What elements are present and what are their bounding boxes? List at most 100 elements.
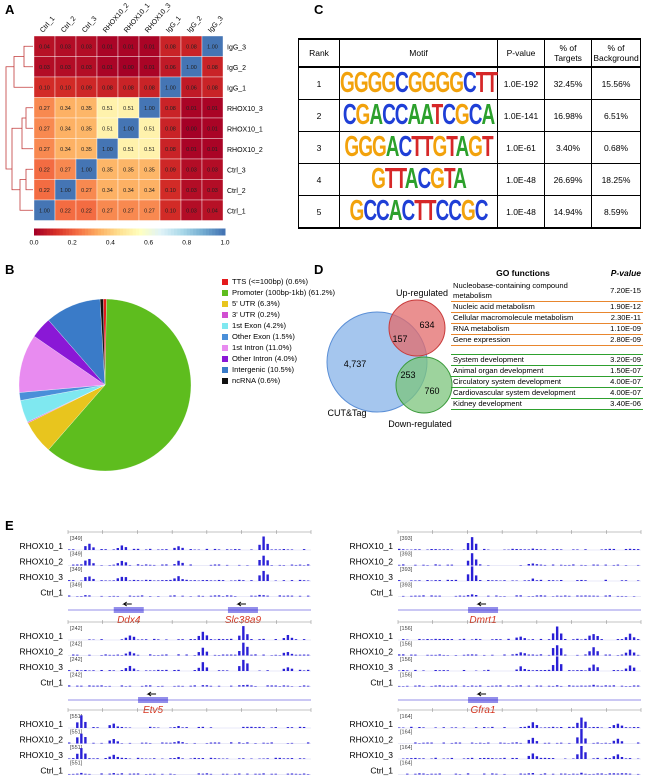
track-signal-bar (197, 758, 200, 759)
track-signal-bar (636, 742, 640, 744)
track-signal-bar (628, 758, 632, 759)
track-signal-bar (92, 547, 95, 550)
track-signal-bar (201, 758, 205, 759)
heatmap-row-label: Ctrl_1 (227, 208, 246, 215)
track-signal-bar (588, 727, 591, 728)
track-signal-bar (608, 773, 611, 775)
track-scale: [164] (400, 761, 413, 767)
motif-table: Rank Motif P-value % of Targets % of Bac… (298, 38, 641, 229)
track-signal-bar (515, 742, 518, 744)
track-signal-bar (132, 579, 136, 581)
track-signal-bar (495, 580, 498, 581)
track-signal-bar (438, 773, 441, 775)
track-signal-bar (434, 654, 437, 656)
heatmap-cell-value: 0.00 (186, 126, 197, 132)
heatmap-col-label: Ctrl_1 (39, 15, 56, 34)
track-signal-bar (270, 549, 273, 550)
heatmap-row-label: Ctrl_3 (227, 167, 246, 174)
track-signal-bar (584, 738, 587, 744)
track-signal-bar (132, 668, 136, 671)
track-signal-bar (221, 773, 225, 775)
track-signal-bar (100, 595, 103, 597)
track-signal-bar (422, 758, 425, 759)
pie-legend-swatch (222, 356, 228, 362)
track-signal-bar (458, 639, 462, 640)
motif-targets: 14.94% (544, 195, 592, 229)
track-signal-bar (112, 670, 115, 671)
go-pvalue: 7.20E-15 (595, 281, 643, 302)
go-pvalue: 4.00E-07 (595, 387, 643, 399)
motif-base: G (371, 131, 387, 164)
pie-legend-swatch (222, 312, 228, 318)
track-signal-bar (84, 595, 87, 597)
track-signal-bar (225, 758, 229, 759)
track-signal-bar (592, 647, 595, 656)
track-signal-bar (539, 654, 543, 656)
track-signal-bar (539, 549, 543, 550)
track-signal-bar (221, 639, 225, 640)
track-signal-bar (100, 580, 103, 581)
track-signal-bar (242, 758, 245, 759)
track-signal-bar (76, 669, 79, 671)
motif-base: C (417, 163, 431, 196)
track-signal-bar (112, 754, 115, 759)
track-signal-bar (628, 548, 632, 550)
track-signal-bar (531, 722, 535, 728)
heatmap-colorbar-segment (167, 228, 172, 236)
track-signal-bar (604, 654, 607, 656)
motif-sequence-logo: GGGGCGGGGCTT (340, 67, 498, 100)
pie-legend-item: 1st Exon (4.2%) (222, 320, 335, 331)
motif-base: C (401, 195, 416, 228)
track-signal-bar (523, 653, 526, 656)
track-signal-bar (434, 670, 437, 671)
track-signal-bar (414, 580, 417, 581)
track-signal-bar (221, 654, 225, 656)
track-signal-bar (72, 580, 75, 581)
track-signal-bar (596, 651, 599, 656)
gene-name: Gfra1 (471, 705, 496, 716)
go-term: Nucleobase-containing compound metabolis… (451, 281, 595, 302)
track-signal-bar (209, 727, 213, 728)
track-signal-bar (576, 773, 579, 775)
track-signal-bar (290, 637, 294, 640)
track-signal-bar (608, 758, 611, 759)
track-signal-bar (474, 727, 478, 728)
pie-legend-label: 3' UTR (0.2%) (232, 310, 280, 319)
track-signal-bar (270, 727, 273, 728)
heatmap-cell-value: 0.51 (144, 126, 155, 132)
heatmap-row-label: IgG_2 (227, 65, 246, 72)
heatmap-colorbar-segment (199, 228, 204, 236)
track-signal-bar (474, 559, 478, 566)
track-signal-bar (116, 741, 119, 744)
dendrogram-branch (25, 168, 33, 191)
track-signal-bar (161, 580, 164, 581)
heatmap-colorbar-segment (139, 228, 143, 236)
motif-rank: 4 (298, 163, 340, 196)
heatmap-cell-value: 0.10 (39, 85, 50, 91)
track-signal-bar (426, 580, 429, 581)
motif-base: G (407, 67, 423, 100)
track-signal-bar (217, 579, 221, 581)
track-signal-bar (446, 685, 449, 687)
track-signal-bar (450, 742, 454, 744)
track-signal-bar (290, 595, 294, 597)
track-signal-bar (636, 654, 640, 656)
track-scale: [156] (400, 657, 413, 663)
track-signal-bar (604, 757, 607, 759)
track-signal-bar (302, 685, 306, 687)
track-signal-bar (620, 580, 624, 581)
track-signal-bar (246, 646, 249, 656)
heatmap-colorbar-segment (69, 228, 73, 236)
track-signal-bar (88, 670, 91, 671)
track-signal-bar (120, 545, 124, 550)
track-scale: [551] (70, 761, 83, 767)
track-signal-bar (104, 580, 107, 581)
gene-name: Ddx4 (117, 615, 141, 626)
track-label: RHOX10_3 (350, 572, 394, 582)
motif-base: G (435, 67, 450, 100)
track-signal-bar (217, 638, 221, 640)
track-signal-bar (596, 667, 599, 671)
track-signal-bar (402, 549, 405, 550)
motif-row: 3 GGGACTTGTAGT 1.0E-61 3.40% 0.68% (298, 131, 641, 164)
gene-strand-arrow (236, 601, 246, 607)
